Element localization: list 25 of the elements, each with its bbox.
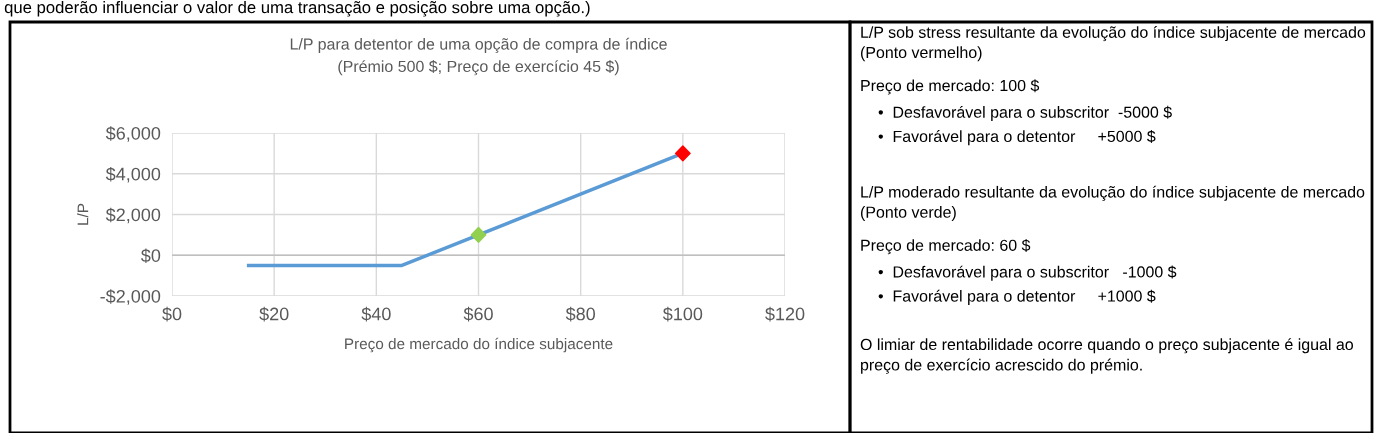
text: Preço de mercado: 100 $ xyxy=(861,79,1040,95)
y-tick-label: $6,000 xyxy=(105,126,161,142)
text: que poderão influenciar o valor de uma transação e posição sobre uma opção.) xyxy=(4,1,590,17)
x-tick-label: $80 xyxy=(565,306,596,322)
y-tick-label: $0 xyxy=(141,248,161,264)
y-axis-title: L/P xyxy=(77,203,89,225)
text: Preço de mercado: 60 $ xyxy=(861,238,1031,255)
y-tick-label: $2,000 xyxy=(105,207,161,224)
x-tick-label: $0 xyxy=(162,306,182,322)
y-tick-label: $4,000 xyxy=(105,166,161,183)
text: O limiar de rentabilidade ocorre quando o preço subjacente é igual ao preço de exercício acrescido do prémio. xyxy=(860,338,1354,374)
y-tick-label: -$2,000 xyxy=(100,289,161,305)
x-tick-label: $60 xyxy=(463,306,493,322)
x-tick-label: $40 xyxy=(361,306,391,322)
text: • Desfavorável para o subscritor -5000 $ xyxy=(878,105,1172,121)
text: • Favorável para o detentor +1000 $ xyxy=(878,289,1156,305)
text: • Desfavorável para o subscritor -1000 $ xyxy=(878,265,1177,281)
x-axis-title: Preço de mercado do índice subjacente xyxy=(345,337,613,353)
text: • Favorável para o detentor +5000 $ xyxy=(878,130,1156,146)
x-tick-label: $100 xyxy=(662,306,703,322)
x-tick-label: $120 xyxy=(765,306,805,322)
x-tick-label: $20 xyxy=(259,306,289,322)
text: L/P moderado resultante da evolução do índice subjacente de mercado (Ponto verde) xyxy=(860,185,1365,221)
text: L/P sob stress resultante da evolução do índice subjacente de mercado (Ponto vermelho) xyxy=(860,26,1366,62)
chart-title: L/P para detentor de uma opção de compra de índice (Prémio 500 $; Preço de exercício 45 $) xyxy=(290,37,667,76)
